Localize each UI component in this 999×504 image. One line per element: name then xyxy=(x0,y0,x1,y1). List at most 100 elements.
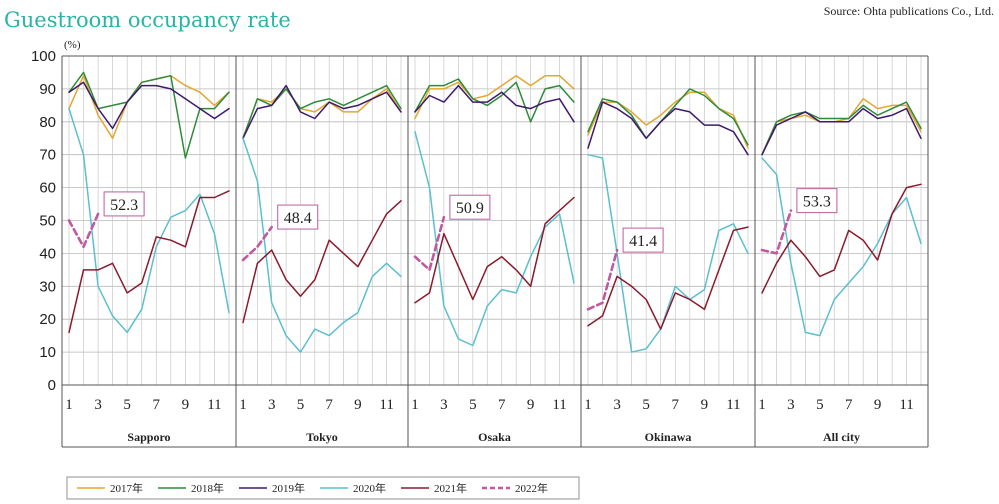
series-line-2018年 xyxy=(587,88,749,146)
series-line-2018年 xyxy=(242,84,402,140)
callout-value: 53.3 xyxy=(803,194,831,211)
x-tick-label: 11 xyxy=(207,397,221,413)
y-tick-label: 30 xyxy=(39,278,56,295)
x-tick-label: 3 xyxy=(787,397,795,413)
panel-label-osaka: Osaka xyxy=(478,430,511,444)
y-tick-label: 90 xyxy=(39,81,56,98)
x-tick-label: 11 xyxy=(899,397,913,413)
x-tick-label: 1 xyxy=(65,397,73,413)
callout-value: 41.4 xyxy=(629,233,657,250)
legend: 2017年 2018年 2019年 2020年 2021年 2022年 xyxy=(66,476,580,500)
callout-layer: 52.3 48.4 50.9 41.4 53.3 xyxy=(103,188,838,253)
y-tick-label: 20 xyxy=(39,311,56,328)
y-axis: 0 10 20 30 40 50 60 70 80 90 100 xyxy=(31,48,56,394)
series-line-2019年 xyxy=(761,107,922,156)
x-tick-label: 5 xyxy=(642,397,650,413)
y-tick-label: 80 xyxy=(39,114,56,131)
chart-source: Source: Ohta publications Co., Ltd. xyxy=(824,4,994,18)
callout-okinawa: 41.4 xyxy=(622,227,664,253)
x-tick-label: 5 xyxy=(816,397,824,413)
x-tick-label: 1 xyxy=(411,397,419,413)
x-tick-label: 9 xyxy=(874,397,882,413)
series-line-2020年 xyxy=(587,153,749,353)
x-tick-label: 7 xyxy=(325,397,333,413)
panel-label-all-city: All city xyxy=(823,430,860,444)
series-line-2021年 xyxy=(761,183,922,294)
x-tick-label: 1 xyxy=(758,397,766,413)
x-tick-label: 9 xyxy=(701,397,709,413)
series-line-2021年 xyxy=(68,190,230,334)
y-tick-label: 40 xyxy=(39,245,56,262)
x-tick-label: 1 xyxy=(239,397,247,413)
series-layer xyxy=(67,71,922,353)
legend-label: 2022年 xyxy=(515,481,548,495)
x-tick-label: 3 xyxy=(94,397,102,413)
series-line-2019年 xyxy=(68,81,230,130)
callout-osaka: 50.9 xyxy=(449,194,491,220)
series-line-2020年 xyxy=(761,157,922,337)
panel-label-sapporo: Sapporo xyxy=(127,430,170,444)
series-line-2021年 xyxy=(414,196,575,304)
y-tick-label: 70 xyxy=(39,147,56,164)
x-tick-label: 3 xyxy=(440,397,448,413)
y-tick-label: 10 xyxy=(39,344,56,361)
series-line-2018年 xyxy=(761,101,922,156)
x-tick-label: 7 xyxy=(498,397,506,413)
series-line-2022年 xyxy=(67,212,100,249)
callout-box xyxy=(103,191,145,217)
x-tick-label: 9 xyxy=(354,397,362,413)
panel-label-tokyo: Tokyo xyxy=(306,430,338,444)
callout-all-city: 53.3 xyxy=(796,188,838,214)
y-tick-label: 0 xyxy=(48,377,56,394)
series-line-2020年 xyxy=(242,137,402,353)
series-line-2017年 xyxy=(761,98,922,156)
series-line-2019年 xyxy=(587,101,749,156)
x-tick-label: 9 xyxy=(527,397,535,413)
series-line-2022年 xyxy=(413,215,446,272)
x-tick-label: 11 xyxy=(726,397,740,413)
y-unit-label: (%) xyxy=(64,39,81,51)
callout-box xyxy=(796,188,838,214)
callout-box xyxy=(449,194,491,220)
series-line-2019年 xyxy=(242,84,402,140)
series-line-2022年 xyxy=(241,225,274,262)
series-line-2017年 xyxy=(414,74,575,120)
x-tick-label: 9 xyxy=(182,397,190,413)
x-tick-label: 11 xyxy=(552,397,566,413)
callout-value: 48.4 xyxy=(284,210,312,227)
callout-value: 50.9 xyxy=(456,200,484,217)
series-line-2018年 xyxy=(68,71,230,159)
legend-label: 2019年 xyxy=(272,481,305,495)
series-line-2020年 xyxy=(414,130,575,347)
chart-title: Guestroom occupancy rate xyxy=(4,8,291,32)
x-tick-label: 3 xyxy=(613,397,621,413)
x-axis: 1 3 5 7 9 11 Sapporo 1 3 5 7 9 11 Tokyo 1 3 5 7 9 11 Osaka 1 3… xyxy=(65,397,914,444)
x-tick-label: 5 xyxy=(469,397,477,413)
x-tick-label: 5 xyxy=(123,397,131,413)
series-line-2022年 xyxy=(586,248,619,311)
x-tick-label: 7 xyxy=(845,397,853,413)
series-line-2021年 xyxy=(587,226,749,330)
x-tick-label: 7 xyxy=(153,397,161,413)
legend-label: 2017年 xyxy=(110,481,143,495)
callout-sapporo: 52.3 xyxy=(103,191,145,217)
x-tick-label: 3 xyxy=(268,397,276,413)
x-tick-label: 5 xyxy=(297,397,305,413)
legend-label: 2018年 xyxy=(191,481,224,495)
panel-label-okinawa: Okinawa xyxy=(645,430,692,444)
series-line-2020年 xyxy=(68,107,230,334)
x-tick-label: 11 xyxy=(379,397,393,413)
x-tick-label: 7 xyxy=(672,397,680,413)
callout-box xyxy=(622,227,664,253)
series-line-2018年 xyxy=(414,78,575,123)
series-line-2019年 xyxy=(414,84,575,123)
callout-tokyo: 48.4 xyxy=(277,204,319,230)
legend-label: 2021年 xyxy=(434,481,467,495)
y-tick-label: 100 xyxy=(31,48,56,65)
series-line-2022年 xyxy=(760,209,793,255)
callout-value: 52.3 xyxy=(110,197,138,214)
legend-label: 2020年 xyxy=(353,481,386,495)
y-tick-label: 60 xyxy=(39,180,56,197)
x-tick-label: 1 xyxy=(584,397,592,413)
series-line-2021年 xyxy=(242,200,402,324)
